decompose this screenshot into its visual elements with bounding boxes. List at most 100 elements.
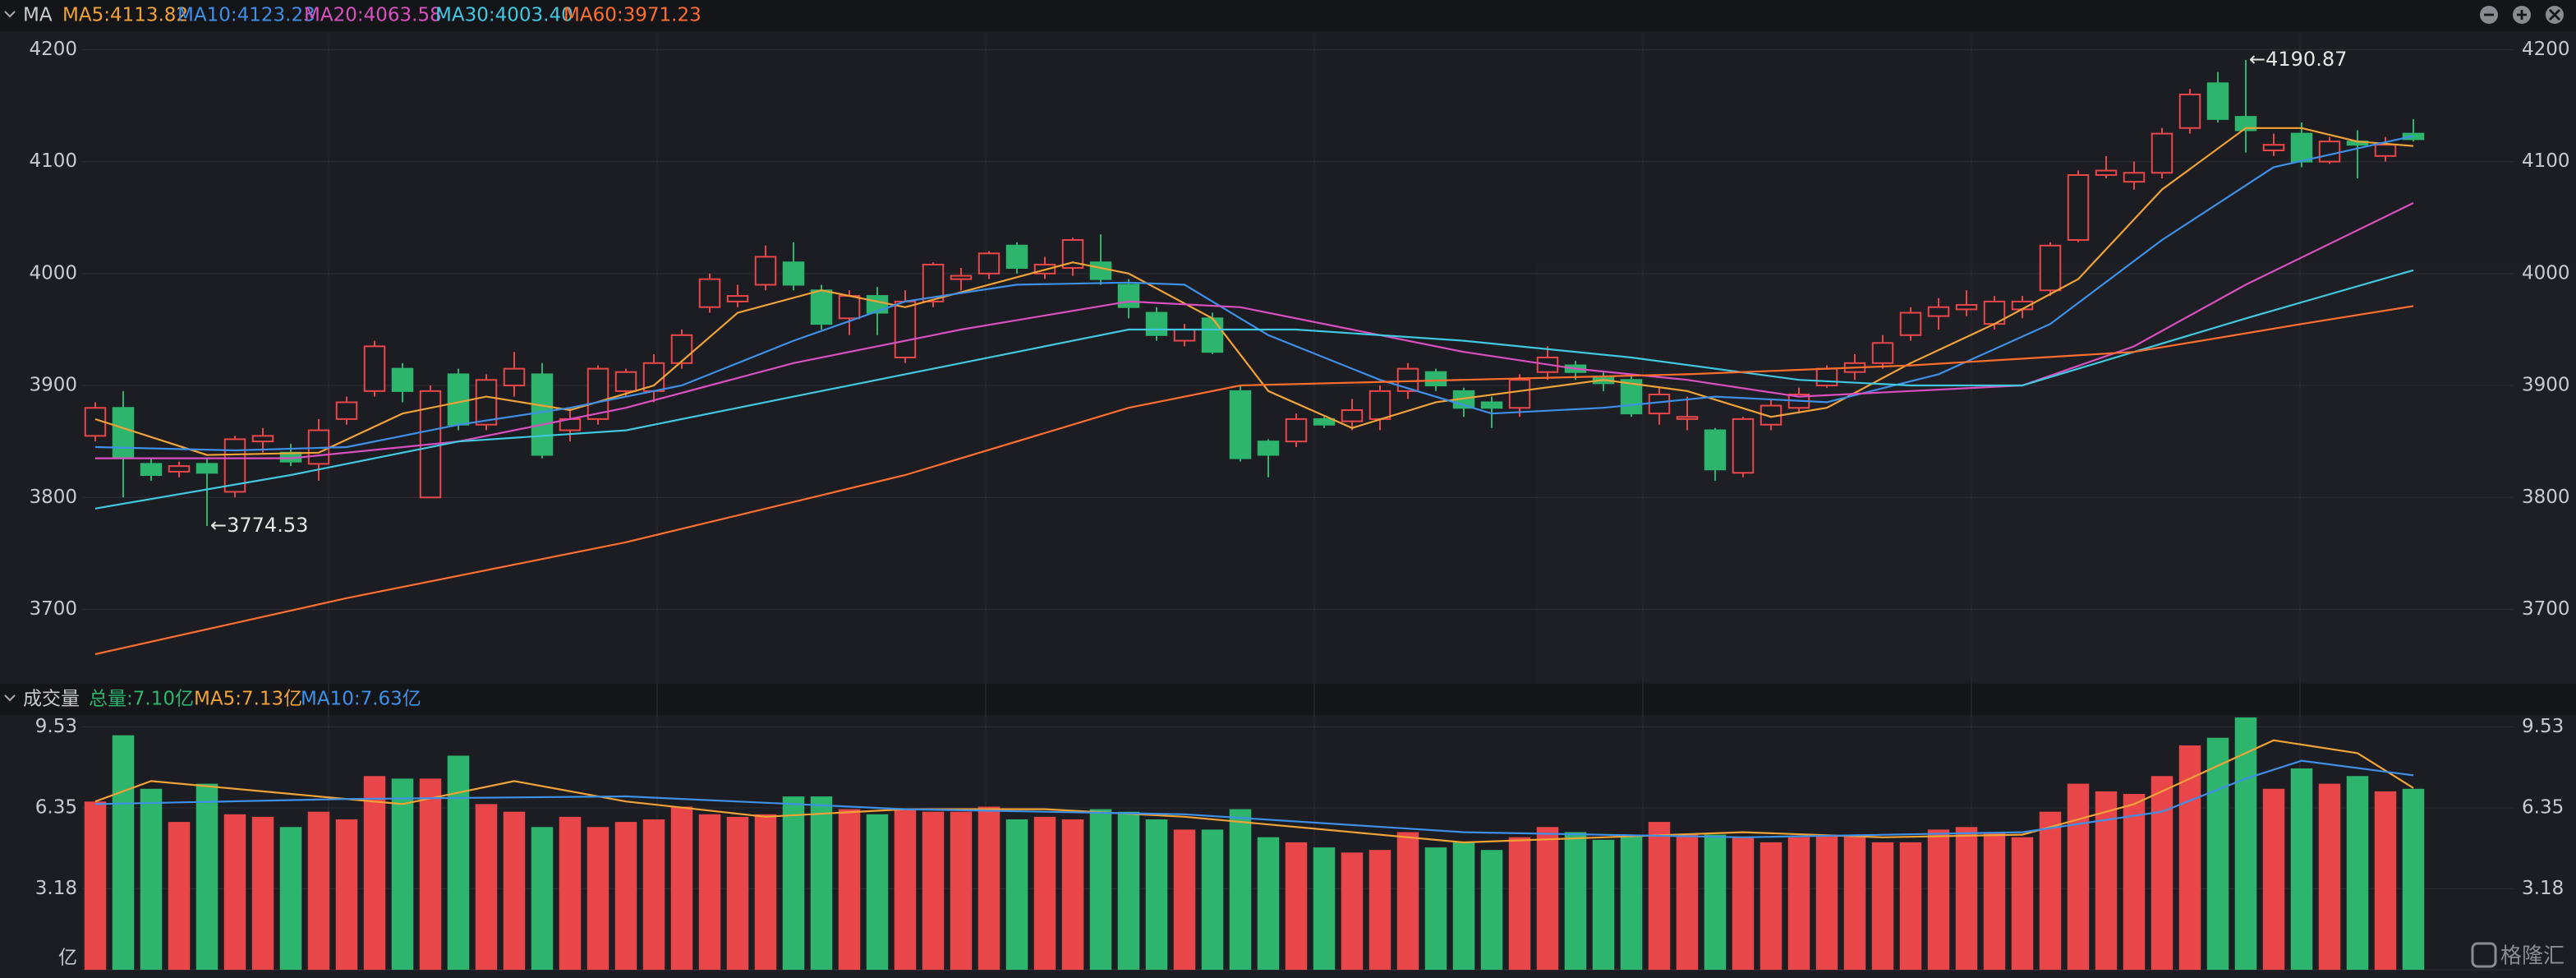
- candle-body: [2206, 82, 2229, 120]
- volume-bar: [2234, 717, 2257, 970]
- header-bar: [0, 0, 2576, 31]
- candle-body: [2374, 144, 2397, 157]
- volume-bar: [1536, 827, 1559, 970]
- y-tick-label: 6.35: [35, 797, 77, 819]
- panel-shade: [1536, 263, 2576, 682]
- candle-body: [866, 295, 889, 314]
- volume-bar: [1815, 834, 1838, 970]
- ma-line: [94, 127, 2414, 456]
- watermark-icon: [2471, 942, 2497, 968]
- candle-body: [1704, 429, 1727, 471]
- volume-bar: [1145, 819, 1168, 970]
- candle-body: [1005, 244, 1028, 270]
- volume-bar: [614, 822, 637, 970]
- candle-body: [475, 379, 498, 426]
- candle-body: [1089, 261, 1112, 280]
- candle-body: [670, 334, 693, 364]
- candle-body: [1341, 409, 1364, 422]
- volume-bar: [1704, 834, 1727, 970]
- candle-body: [1229, 390, 1252, 459]
- legend-entry: MA60:3971.23: [564, 5, 702, 26]
- candle-body: [1480, 401, 1503, 409]
- y-tick-label: 3900: [29, 375, 77, 396]
- volume-bar: [1341, 852, 1364, 970]
- volume-bar: [1955, 827, 1978, 970]
- ma-line: [94, 135, 2414, 452]
- volume-bar: [1201, 829, 1224, 970]
- candle-body: [503, 367, 526, 387]
- candle-body: [1899, 311, 1922, 336]
- y-tick-label: 6.35: [2522, 797, 2564, 819]
- y-tick-label: 4000: [2522, 262, 2570, 284]
- volume-bar: [838, 809, 861, 970]
- collapse-icon[interactable]: [4, 11, 16, 18]
- candle-body: [2318, 141, 2341, 163]
- y-tick-label: 4000: [29, 262, 77, 284]
- candle-body: [1424, 371, 1447, 387]
- button-glyph: [2484, 9, 2560, 21]
- candle-body: [2039, 244, 2062, 292]
- candle-body: [531, 373, 554, 456]
- volume-total: 总量:7.10亿: [89, 689, 194, 710]
- y-tick-label: 9.53: [35, 716, 77, 737]
- volume-bar: [112, 735, 135, 970]
- volume-bar: [2262, 788, 2285, 970]
- y-tick-label: 3800: [29, 487, 77, 508]
- legend-entry: MA10:7.63亿: [301, 689, 421, 710]
- volume-bar: [1899, 842, 1922, 970]
- candle-body: [1313, 417, 1336, 426]
- volume-bar: [1927, 829, 1950, 970]
- candle-body: [1173, 328, 1196, 342]
- volume-bar: [1285, 842, 1308, 970]
- volume-bar: [279, 827, 302, 970]
- collapse-icon[interactable]: [4, 694, 16, 702]
- volume-bar: [1648, 822, 1671, 970]
- volume-bar: [1005, 819, 1028, 970]
- volume-bar: [922, 811, 945, 970]
- candle-body: [168, 465, 191, 473]
- candle-body: [1285, 417, 1308, 443]
- candle-body: [112, 407, 135, 459]
- volume-bar: [335, 819, 358, 970]
- candle-body: [2150, 132, 2174, 174]
- volume-bar: [1592, 839, 1615, 970]
- candle-body: [84, 407, 107, 437]
- volume-bar: [1061, 819, 1084, 970]
- candle-body: [2178, 93, 2201, 129]
- volume-bar: [1396, 832, 1419, 970]
- candle-body: [1676, 416, 1699, 420]
- volume-bar: [670, 806, 693, 970]
- volume-bar: [1480, 850, 1503, 970]
- volume-bar: [1983, 832, 2006, 970]
- volume-bar: [2123, 793, 2146, 970]
- legend-entry: MA20:4063.58: [304, 5, 442, 26]
- y-tick-label: 3700: [29, 598, 77, 620]
- candle-body: [2067, 173, 2090, 241]
- header-bar: [0, 684, 2576, 715]
- candle-body: [1648, 393, 1671, 415]
- candle-body: [1871, 342, 1894, 364]
- volume-bar: [419, 778, 442, 970]
- legend-entry: MA5:7.13亿: [194, 689, 302, 710]
- y-tick-label: 4100: [29, 150, 77, 172]
- candle-body: [1508, 379, 1531, 409]
- y-tick-label: 9.53: [2522, 716, 2564, 737]
- volume-bar: [1313, 847, 1336, 970]
- candle-body: [726, 295, 749, 302]
- volume-bar: [642, 819, 665, 970]
- volume-bar: [1033, 816, 1056, 970]
- candle-body: [1955, 303, 1978, 311]
- legend-entry: MA5:4113.82: [62, 5, 188, 26]
- volume-bar: [2039, 811, 2062, 970]
- volume-bar: [196, 783, 218, 970]
- candle-body: [447, 373, 470, 426]
- candle-body: [1983, 300, 2006, 325]
- panel-title: MA: [23, 5, 53, 26]
- candle-body: [140, 463, 163, 477]
- volume-bar: [1173, 829, 1196, 970]
- candle-body: [586, 367, 610, 420]
- ma-line: [94, 269, 2414, 510]
- candle-body: [614, 371, 637, 392]
- window-buttons: [2480, 6, 2564, 24]
